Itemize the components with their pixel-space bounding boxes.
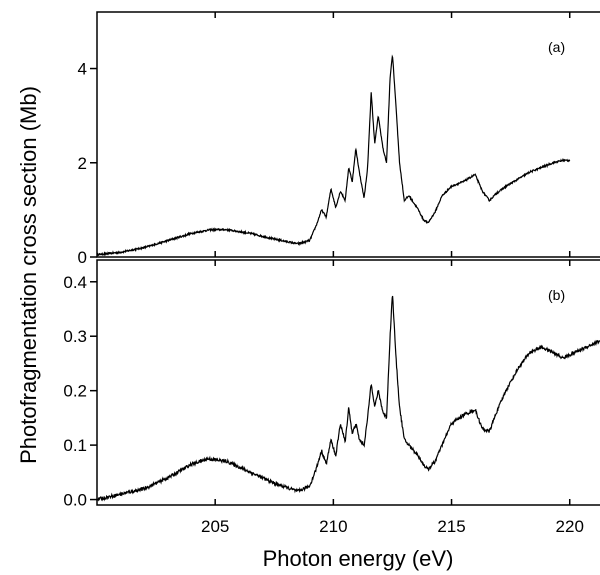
panel-b-y-tick-label: 0.3	[63, 327, 87, 346]
panel-b-frame	[96, 259, 600, 506]
panel-b-y-tick-label: 0.0	[63, 491, 87, 510]
panel-a-label: (a)	[548, 39, 565, 55]
panel-a-y-tick-label: 2	[78, 154, 87, 173]
panel-b-label: (b)	[548, 287, 565, 303]
x-axis-title: Photon energy (eV)	[263, 546, 454, 571]
panel-b-x-tick-label: 210	[319, 517, 347, 536]
panel-b: 0.0 0.1 0.2 0.3 0.4 205 210 215 220 (b)	[63, 259, 600, 536]
panel-b-trace	[96, 295, 600, 502]
panel-a-trace	[96, 54, 571, 257]
panel-a-frame	[96, 11, 600, 258]
panel-b-ticks: 0.0 0.1 0.2 0.3 0.4 205 210 215 220	[63, 260, 584, 536]
y-axis-title: Photofragmentation cross section (Mb)	[16, 86, 41, 464]
panel-b-x-tick-label: 205	[201, 517, 229, 536]
panel-a-y-tick-label: 4	[78, 60, 87, 79]
panel-a-y-tick-label: 0	[78, 248, 87, 267]
panel-b-x-tick-label: 220	[556, 517, 584, 536]
panel-b-y-tick-label: 0.4	[63, 273, 87, 292]
panel-b-y-tick-label: 0.1	[63, 436, 87, 455]
panel-a-ticks: 0 2 4	[78, 12, 571, 267]
panel-b-y-tick-label: 0.2	[63, 382, 87, 401]
panel-a: 0 2 4 (a)	[78, 11, 600, 267]
panel-b-x-tick-label: 215	[437, 517, 465, 536]
